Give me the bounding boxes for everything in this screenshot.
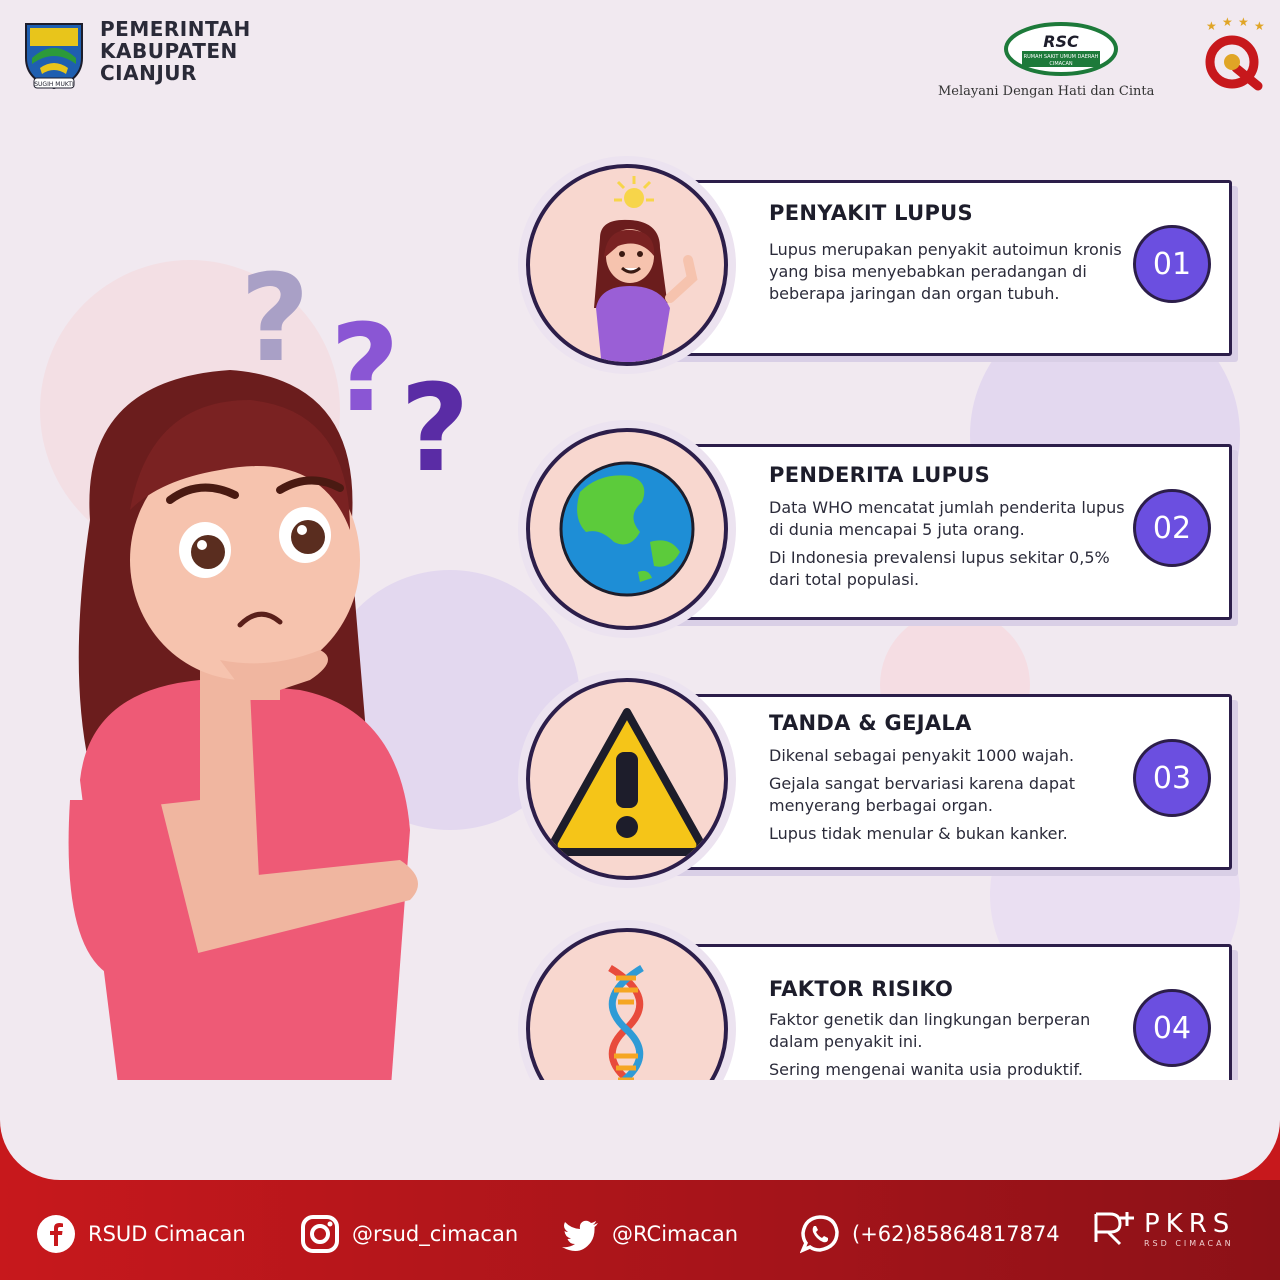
woman-idea-icon <box>594 176 698 362</box>
twitter-label: @RCimacan <box>612 1222 739 1246</box>
svg-text:★: ★ <box>1206 19 1217 33</box>
svg-text:?: ? <box>240 250 310 389</box>
card-number-badge: 03 <box>1133 739 1211 817</box>
card-paragraph: Di Indonesia prevalensi lupus sekitar 0,… <box>769 548 1110 589</box>
tagline: Melayani Dengan Hati dan Cinta <box>938 84 1155 99</box>
card-icon-circle <box>526 678 728 880</box>
globe-icon <box>559 461 695 597</box>
card-number-badge: 02 <box>1133 489 1211 567</box>
rsc-name-line2: CIMACAN <box>1049 61 1073 67</box>
card-paragraph: Sering mengenai wanita usia produktif. <box>769 1060 1083 1079</box>
instagram-link[interactable]: @rsud_cimacan <box>300 1214 518 1254</box>
card-paragraph: Data WHO mencatat jumlah penderita lupus… <box>769 498 1125 539</box>
cianjur-emblem-icon: SUGIH MUKTI <box>25 23 83 90</box>
gov-line-2: KABUPATEN <box>100 39 238 63</box>
svg-text:?: ? <box>400 360 470 490</box>
instagram-label: @rsud_cimacan <box>352 1222 519 1246</box>
question-marks-illustration: ? ? ? <box>240 250 470 490</box>
pkrs-sublabel: RSD CIMACAN <box>1144 1238 1234 1248</box>
whatsapp-link[interactable]: (+62)85864817874 <box>800 1214 1060 1254</box>
twitter-icon <box>562 1220 598 1251</box>
info-card-3: TANDA & GEJALA Dikenal sebagai penyakit … <box>660 694 1232 870</box>
card-title: FAKTOR RISIKO <box>769 977 954 1001</box>
info-card-2: PENDERITA LUPUS Data WHO mencatat jumlah… <box>660 444 1232 620</box>
card-body: Data WHO mencatat jumlah penderita lupus… <box>769 497 1129 597</box>
card-icon-circle <box>526 164 728 366</box>
card-icon-circle <box>526 428 728 630</box>
card-title: PENDERITA LUPUS <box>769 463 991 487</box>
facebook-label: RSUD Cimacan <box>88 1222 246 1246</box>
card-title: TANDA & GEJALA <box>769 711 972 735</box>
svg-text:?: ? <box>330 300 400 439</box>
rsc-abbr: RSC <box>1043 32 1079 51</box>
whatsapp-icon <box>800 1215 839 1254</box>
instagram-icon <box>301 1215 339 1253</box>
card-paragraph: Dikenal sebagai penyakit 1000 wajah. <box>769 746 1075 765</box>
card-body: Dikenal sebagai penyakit 1000 wajah. Gej… <box>769 745 1129 851</box>
card-body: Lupus merupakan penyakit autoimun kronis… <box>769 239 1129 311</box>
pkrs-label: PKRS <box>1144 1208 1236 1239</box>
government-header: SUGIH MUKTI PEMERINTAH KABUPATEN CIANJUR <box>22 18 251 90</box>
card-number-badge: 01 <box>1133 225 1211 303</box>
card-title: PENYAKIT LUPUS <box>769 201 973 225</box>
info-card-1: PENYAKIT LUPUS Lupus merupakan penyakit … <box>660 180 1232 356</box>
quality-star-logo: ★ ★ ★ ★ <box>1205 16 1265 91</box>
card-number-badge: 04 <box>1133 989 1211 1067</box>
card-paragraph: Gejala sangat bervariasi karena dapat me… <box>769 774 1076 815</box>
gov-line-3: CIANJUR <box>100 61 197 85</box>
svg-text:★: ★ <box>1222 16 1233 29</box>
card-body: Faktor genetik dan lingkungan berperan d… <box>769 1009 1129 1087</box>
svg-text:★: ★ <box>1238 16 1249 29</box>
twitter-link[interactable]: @RCimacan <box>560 1214 738 1254</box>
pkrs-mark-icon <box>1094 1212 1134 1246</box>
government-name: PEMERINTAH KABUPATEN CIANJUR <box>100 18 251 84</box>
footer-bar <box>0 1180 1280 1280</box>
facebook-link[interactable]: RSUD Cimacan <box>36 1214 246 1254</box>
rsc-logo: RSC RUMAH SAKIT UMUM DAERAH CIMACAN <box>1004 22 1118 76</box>
svg-text:★: ★ <box>1254 19 1265 33</box>
card-paragraph: Lupus tidak menular & bukan kanker. <box>769 824 1068 843</box>
thinking-woman-illustration <box>68 370 418 1190</box>
emblem-motto: SUGIH MUKTI <box>34 81 74 88</box>
gov-line-1: PEMERINTAH <box>100 17 251 41</box>
facebook-icon <box>37 1215 75 1253</box>
whatsapp-label: (+62)85864817874 <box>852 1222 1060 1246</box>
rsc-name-line1: RUMAH SAKIT UMUM DAERAH <box>1024 54 1099 60</box>
card-paragraph: Lupus merupakan penyakit autoimun kronis… <box>769 240 1122 303</box>
card-paragraph: Faktor genetik dan lingkungan berperan d… <box>769 1010 1091 1051</box>
content-bottom-edge <box>0 1080 1280 1180</box>
pkrs-logo: PKRS RSD CIMACAN <box>1090 1208 1235 1248</box>
warning-icon <box>549 708 705 856</box>
